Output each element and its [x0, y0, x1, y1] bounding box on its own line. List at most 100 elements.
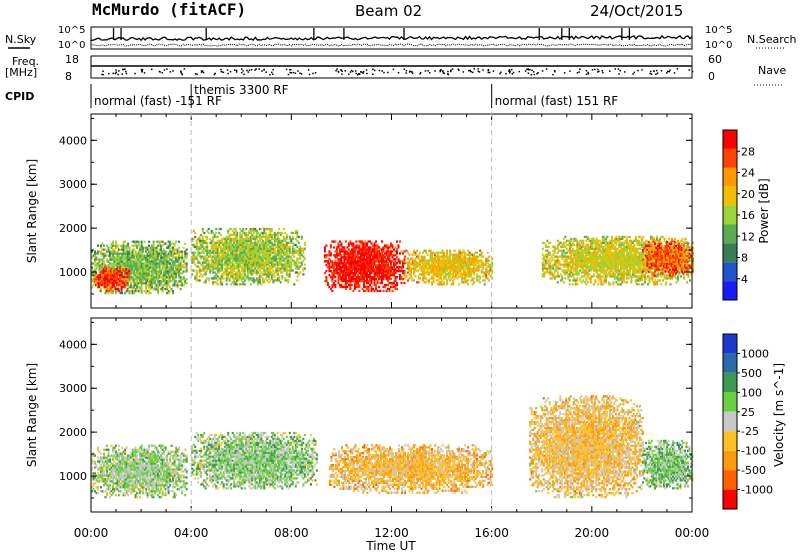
data-cell	[227, 265, 230, 268]
data-cell	[364, 264, 367, 267]
data-cell	[338, 277, 341, 281]
data-cell	[239, 239, 242, 242]
data-cell	[164, 264, 167, 267]
data-cell	[284, 243, 287, 246]
data-cell	[468, 251, 471, 254]
data-cell	[127, 246, 130, 249]
data-cell	[145, 250, 148, 253]
data-cell	[219, 247, 222, 250]
data-cell	[197, 249, 200, 252]
nave-point	[383, 71, 385, 74]
data-cell	[148, 278, 151, 281]
data-cell	[154, 268, 157, 271]
data-cell	[224, 245, 227, 248]
data-cell	[122, 254, 125, 257]
data-cell	[261, 245, 264, 248]
data-cell	[381, 268, 383, 271]
data-cell	[154, 288, 157, 291]
data-cell	[198, 267, 201, 270]
data-cell	[113, 256, 116, 259]
data-cell	[378, 289, 380, 293]
data-cell	[127, 250, 130, 253]
data-cell	[358, 283, 361, 287]
data-cell	[270, 237, 273, 241]
data-cell	[218, 243, 221, 246]
data-cell	[381, 276, 383, 279]
data-cell	[260, 243, 263, 246]
data-cell	[234, 271, 237, 274]
data-cell	[195, 277, 198, 280]
data-cell	[367, 285, 370, 289]
nave-point	[536, 73, 538, 75]
data-cell	[231, 257, 234, 260]
data-cell	[335, 270, 338, 273]
data-cell	[340, 260, 343, 263]
data-cell	[111, 270, 114, 273]
data-cell	[245, 277, 248, 280]
data-cell	[98, 260, 101, 263]
nave-point	[527, 72, 530, 74]
data-cell	[161, 280, 164, 283]
data-cell	[260, 275, 263, 278]
data-cell	[369, 258, 371, 261]
data-cell	[161, 264, 164, 267]
data-cell	[278, 251, 281, 254]
data-cell	[95, 276, 97, 279]
data-cell	[234, 255, 237, 258]
data-cell	[356, 262, 359, 265]
data-cell	[146, 272, 149, 275]
data-cell	[476, 251, 479, 254]
data-cell	[127, 262, 130, 265]
data-cell	[185, 268, 188, 271]
data-cell	[367, 276, 370, 279]
data-cell	[372, 250, 374, 253]
data-cell	[546, 261, 549, 264]
data-cell	[115, 270, 117, 273]
data-cell	[212, 283, 215, 286]
data-cell	[242, 253, 245, 256]
data-cell	[397, 260, 400, 263]
data-cell	[376, 246, 379, 249]
data-cell	[228, 247, 231, 250]
data-cell	[338, 260, 341, 263]
data-cell	[338, 258, 341, 261]
data-cell	[252, 253, 255, 256]
data-cell	[164, 254, 167, 257]
data-cell	[213, 263, 216, 266]
data-cell	[219, 257, 222, 260]
data-cell	[254, 263, 257, 266]
data-cell	[264, 245, 267, 248]
data-cell	[349, 285, 352, 289]
data-cell	[148, 256, 151, 259]
data-cell	[364, 240, 367, 243]
data-cell	[239, 271, 242, 274]
data-cell	[167, 280, 170, 283]
data-cell	[337, 254, 340, 257]
data-cell	[200, 233, 203, 237]
data-cell	[373, 268, 376, 271]
data-cell	[379, 266, 382, 269]
data-cell	[179, 280, 182, 283]
data-cell	[369, 240, 371, 243]
data-cell	[363, 256, 365, 259]
nave-point	[669, 69, 671, 72]
data-cell	[350, 244, 353, 247]
data-cell	[352, 246, 355, 249]
data-cell	[263, 231, 266, 235]
data-cell	[145, 284, 148, 287]
data-cell	[278, 239, 281, 242]
data-cell	[179, 262, 182, 265]
data-cell	[269, 229, 272, 233]
data-cell	[203, 267, 206, 270]
data-cell	[240, 241, 243, 244]
data-cell	[363, 270, 365, 273]
data-cell	[148, 286, 151, 289]
data-cell	[170, 266, 173, 269]
data-cell	[112, 244, 114, 247]
data-cell	[191, 273, 194, 276]
data-cell	[462, 249, 465, 252]
data-cell	[95, 258, 98, 261]
data-cell	[116, 256, 119, 259]
data-cell	[296, 279, 299, 282]
data-cell	[119, 276, 121, 279]
